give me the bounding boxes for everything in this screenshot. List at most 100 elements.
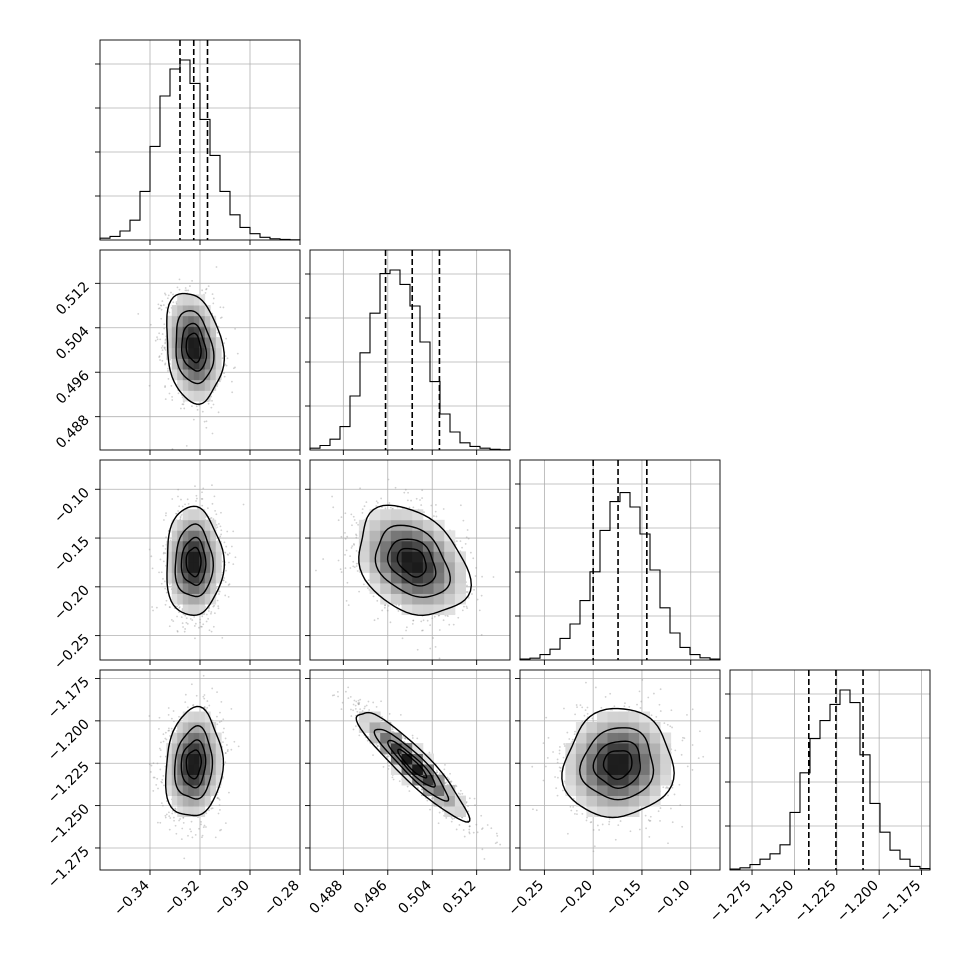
sample-point	[195, 500, 197, 502]
sample-point	[220, 529, 222, 531]
sample-point	[195, 834, 197, 836]
sample-point	[205, 427, 207, 429]
sample-point	[481, 576, 483, 578]
sample-point	[191, 683, 193, 685]
sample-point	[208, 610, 210, 612]
sample-point	[356, 563, 358, 565]
sample-point	[453, 624, 455, 626]
sample-point	[345, 567, 347, 569]
density-cell	[216, 551, 222, 562]
sample-point	[164, 386, 166, 388]
sample-point	[185, 287, 187, 289]
sample-point	[435, 504, 437, 506]
sample-point	[167, 368, 169, 370]
sample-point	[196, 498, 198, 500]
sample-point	[225, 822, 227, 824]
sample-point	[163, 552, 165, 554]
sample-point	[178, 392, 180, 394]
sample-point	[220, 829, 222, 831]
sample-point	[157, 762, 159, 764]
sample-point	[171, 396, 173, 398]
sample-point	[463, 606, 465, 608]
histogram-2	[520, 460, 720, 660]
sample-point	[170, 292, 172, 294]
sample-point	[177, 510, 179, 512]
sample-point	[178, 505, 180, 507]
sample-point	[187, 498, 189, 500]
sample-point	[212, 293, 214, 295]
density-cell	[412, 572, 423, 583]
sample-point	[165, 294, 167, 296]
sample-point	[137, 313, 139, 315]
sample-point	[201, 289, 203, 291]
density-cell	[210, 583, 216, 594]
density-cell	[205, 583, 211, 594]
sample-point	[201, 491, 203, 493]
sample-point	[367, 587, 369, 589]
sample-point	[349, 555, 351, 557]
density-cell	[444, 541, 455, 552]
sample-point	[180, 517, 182, 519]
sample-point	[193, 419, 195, 421]
sample-point	[163, 560, 165, 562]
sample-point	[210, 611, 212, 613]
sample-point	[346, 536, 348, 538]
sample-point	[223, 579, 225, 581]
sample-point	[224, 595, 226, 597]
sample-point	[315, 570, 317, 572]
sample-point	[217, 600, 219, 602]
sample-point	[168, 714, 170, 716]
sample-point	[223, 342, 225, 344]
sample-point	[460, 540, 462, 542]
sample-point	[354, 519, 356, 521]
sample-point	[390, 621, 392, 623]
sample-point	[213, 404, 215, 406]
sample-point	[353, 544, 355, 546]
sample-point	[376, 600, 378, 602]
sample-point	[481, 634, 483, 636]
sample-point	[184, 701, 186, 703]
density-cell	[444, 551, 455, 562]
sample-point	[185, 622, 187, 624]
sample-point	[341, 536, 343, 538]
sample-point	[190, 831, 192, 833]
sample-point	[188, 503, 190, 505]
sample-point	[199, 619, 201, 621]
sample-point	[348, 604, 350, 606]
histogram-step-1	[310, 270, 510, 450]
sample-point	[182, 626, 184, 628]
sample-point	[202, 623, 204, 625]
density-cell	[194, 509, 200, 520]
sample-point	[156, 778, 158, 780]
sample-point	[422, 629, 424, 631]
sample-point	[466, 606, 468, 608]
sample-point	[201, 615, 203, 617]
density-cell	[402, 509, 413, 520]
sample-point	[465, 543, 467, 545]
sample-point	[186, 617, 188, 619]
sample-point	[171, 813, 173, 815]
sample-point	[191, 405, 193, 407]
sample-point	[157, 822, 159, 824]
density-cell	[402, 541, 413, 552]
sample-point	[212, 433, 214, 435]
density-cell	[391, 551, 402, 562]
sample-point	[162, 345, 164, 347]
sample-point	[166, 600, 168, 602]
sample-point	[179, 818, 181, 820]
sample-point	[165, 536, 167, 538]
density-cell	[205, 594, 211, 605]
sample-point	[340, 568, 342, 570]
sample-point	[160, 781, 162, 783]
sample-point	[443, 508, 445, 510]
sample-point	[362, 512, 364, 514]
sample-point	[161, 347, 163, 349]
sample-point	[436, 516, 438, 518]
sample-point	[362, 508, 364, 510]
sample-point	[164, 581, 166, 583]
sample-point	[412, 623, 414, 625]
density-cell	[380, 520, 391, 531]
sample-point	[227, 553, 229, 555]
sample-point	[156, 336, 158, 338]
sample-point	[158, 308, 160, 310]
